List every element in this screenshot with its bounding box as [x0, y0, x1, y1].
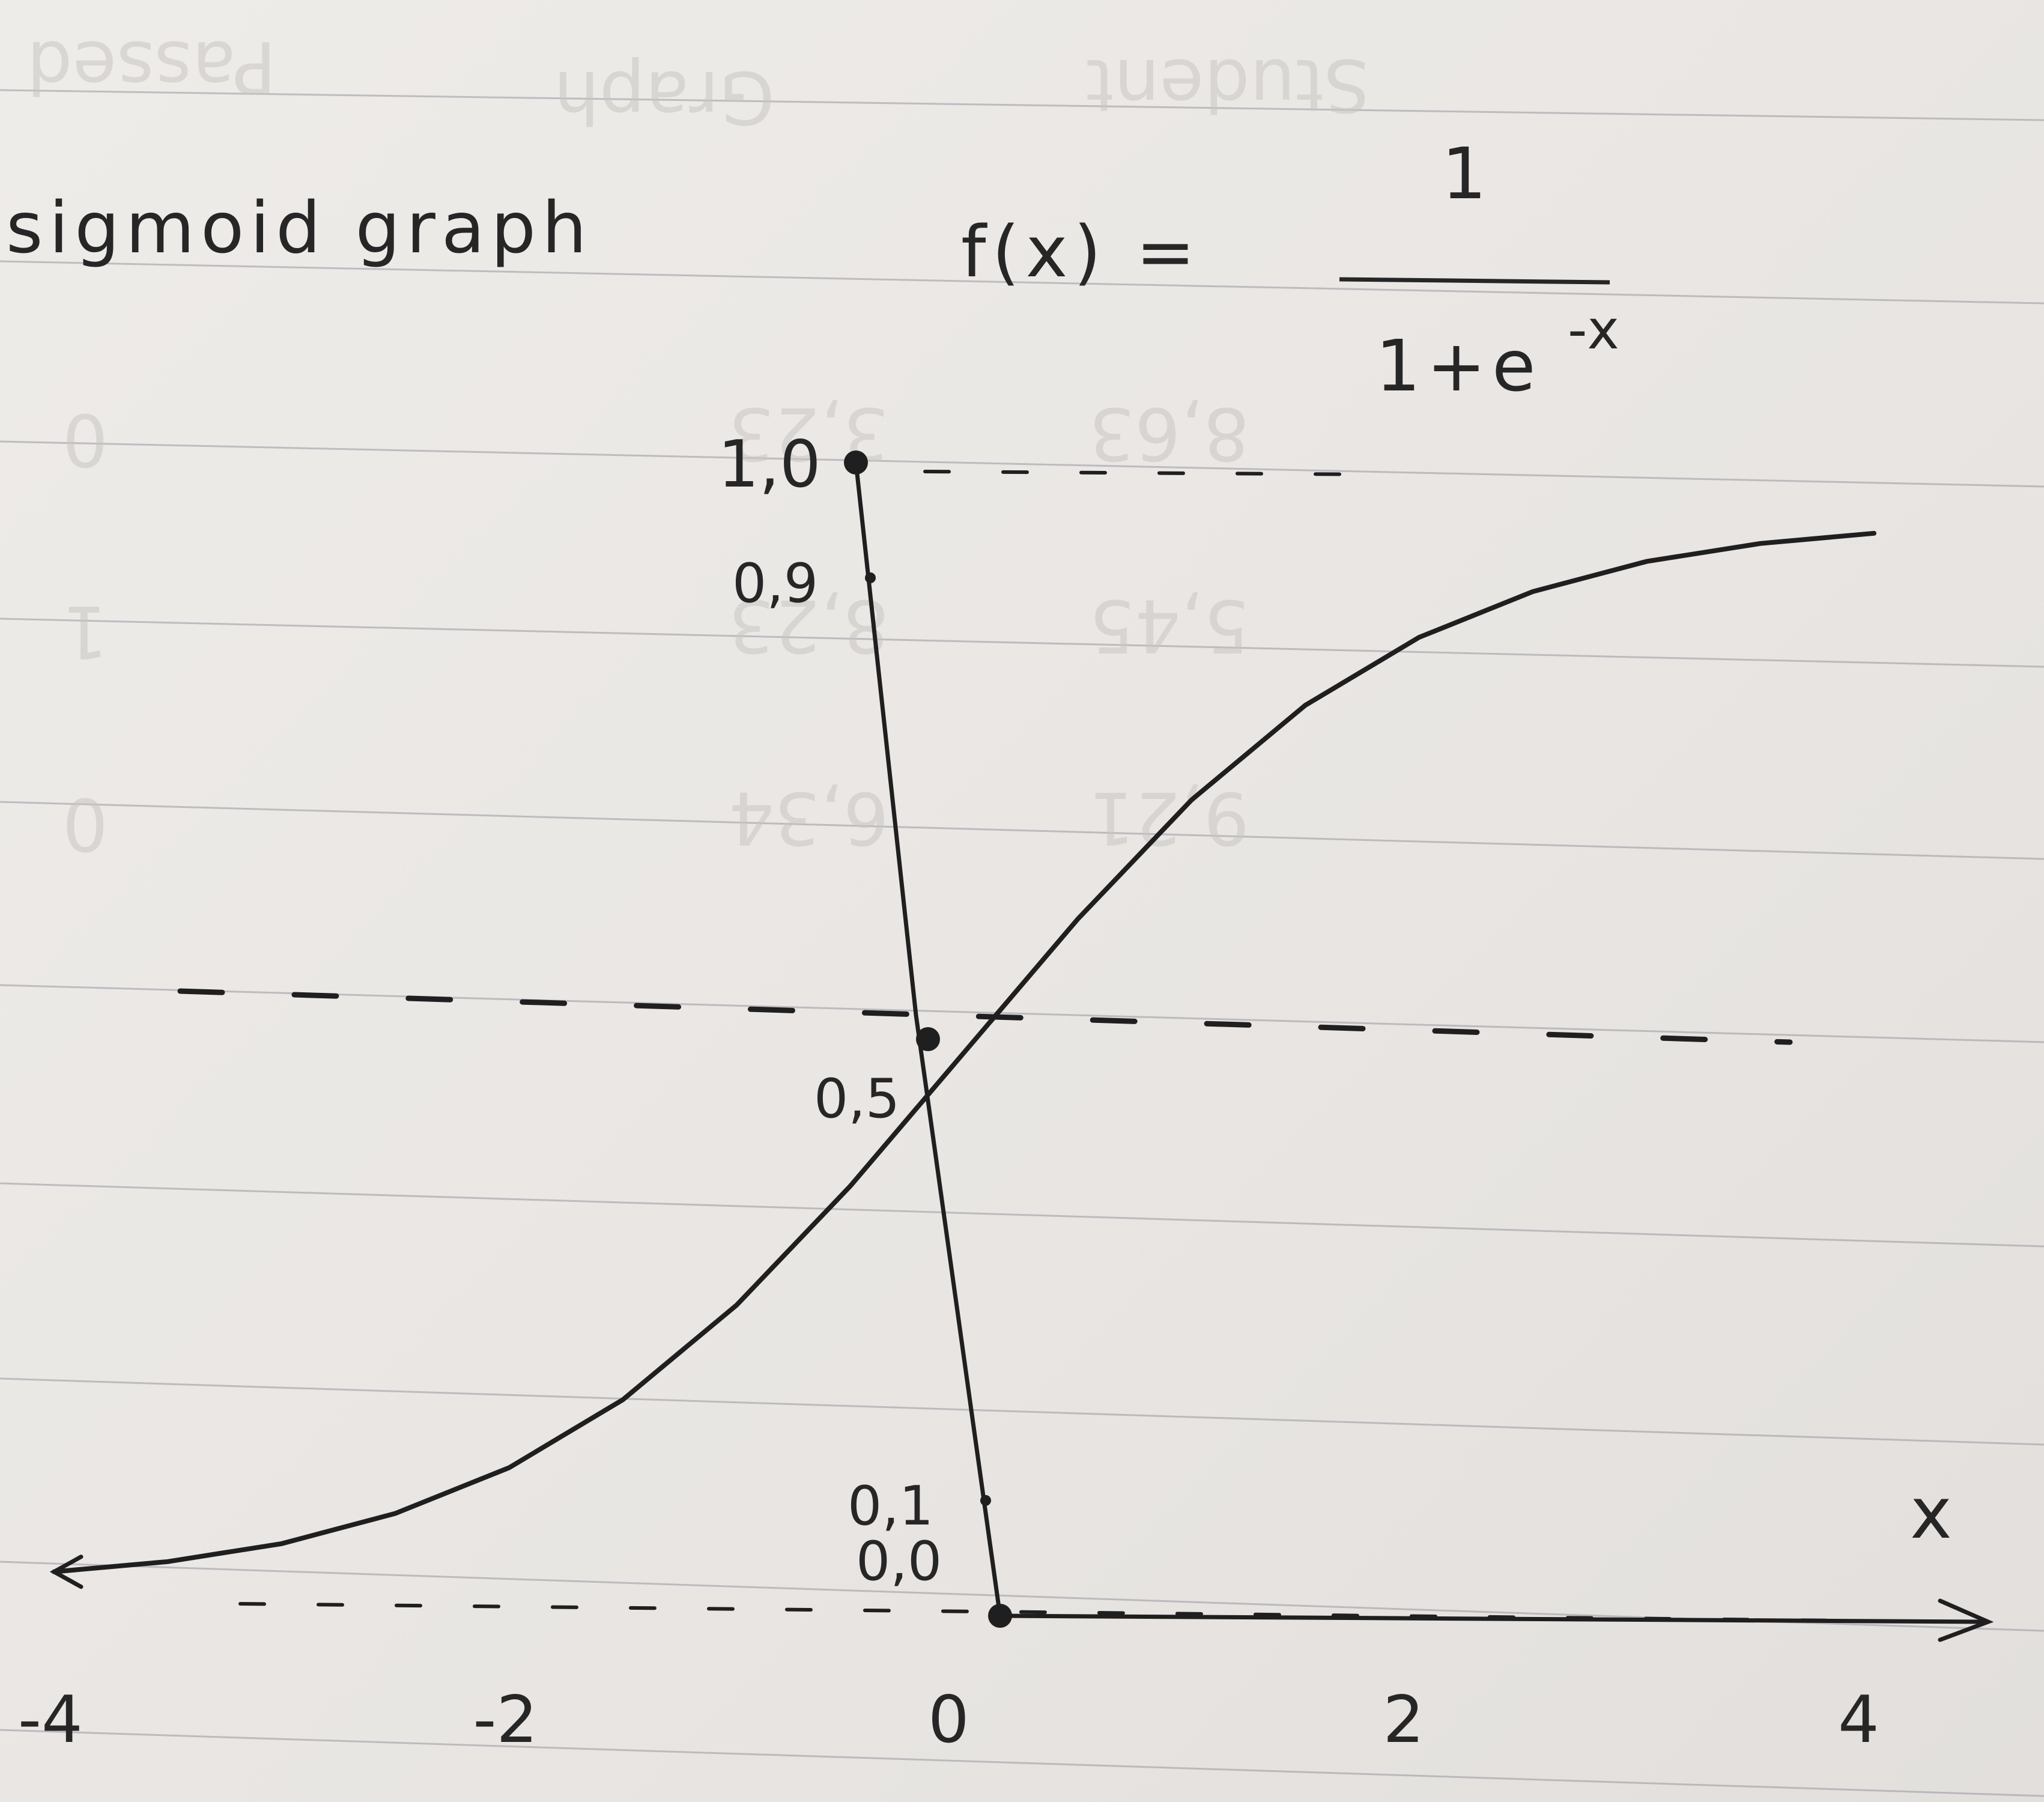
- y-tick-label-1: 0,9: [732, 552, 818, 615]
- formula-exponent: -x: [1568, 299, 1619, 362]
- bleed-through-notes: Student Graph Passed 8,63 3,23 5,45 8,23…: [26, 25, 1369, 865]
- formula-lhs: f(x) =: [961, 210, 1201, 293]
- ghost-note-3: 8,63: [1089, 391, 1249, 475]
- y-tick-labels: 1,0 0,9 0,5 0,10,0: [718, 427, 942, 1593]
- series-layer: [49, 450, 1876, 1628]
- ghost-note-2: Passed: [26, 25, 276, 108]
- ghost-note-0: Student: [1086, 43, 1369, 126]
- x-axis-line: [998, 1613, 1985, 1624]
- x-axis-arrowhead: [1938, 1598, 1994, 1642]
- formula-numerator: 1: [1442, 132, 1493, 215]
- x-axis: x: [998, 1472, 1994, 1642]
- y-axis-point-1: [865, 572, 876, 583]
- curve-left-arrowhead: [49, 1555, 83, 1589]
- x-axis-label: x: [1910, 1472, 1958, 1555]
- x-tick-labels: -4 -2 0 2 4: [18, 1682, 1879, 1758]
- y-axis-point-2: [916, 1027, 940, 1051]
- x-tick-label-0: -4: [18, 1682, 83, 1758]
- y-axis-line: [854, 460, 1002, 1618]
- ruled-lines: [0, 89, 2044, 1797]
- x-tick-label-1: -2: [473, 1682, 538, 1758]
- y-tick-label-2: 0,5: [814, 1067, 900, 1130]
- y-tick-label-3: 0,1: [848, 1475, 933, 1538]
- ghost-note-11: 0: [62, 781, 108, 865]
- sigmoid-curve: [52, 530, 1876, 1574]
- reference-line-0-5: [177, 988, 1793, 1045]
- ghost-note-10: 1: [62, 589, 108, 673]
- y-axis-point-4: [988, 1604, 1012, 1628]
- ghost-note-5: 5,45: [1089, 583, 1249, 667]
- y-axis-point-0: [844, 450, 868, 475]
- ghost-note-8: 6,34: [729, 775, 889, 859]
- y-axis-point-3: [980, 1495, 991, 1506]
- formula-denominator: 1+e: [1375, 324, 1542, 407]
- y-tick-label-0: 1,0: [718, 427, 821, 502]
- ghost-note-6: 8,23: [729, 583, 889, 667]
- fraction-bar: [1339, 277, 1610, 285]
- x-tick-label-4: 4: [1838, 1682, 1879, 1758]
- x-tick-label-2: 0: [928, 1682, 969, 1758]
- ghost-note-9: 0: [62, 397, 108, 481]
- ghost-note-1: Graph: [554, 55, 775, 138]
- chart-title: sigmoid graph: [6, 186, 593, 269]
- sigmoid-formula: f(x) = 1 1+e -x: [961, 132, 1619, 407]
- y-tick-label-4: 0,0: [856, 1530, 942, 1593]
- ghost-note-7: 9,21: [1089, 775, 1249, 859]
- x-tick-label-3: 2: [1383, 1682, 1425, 1758]
